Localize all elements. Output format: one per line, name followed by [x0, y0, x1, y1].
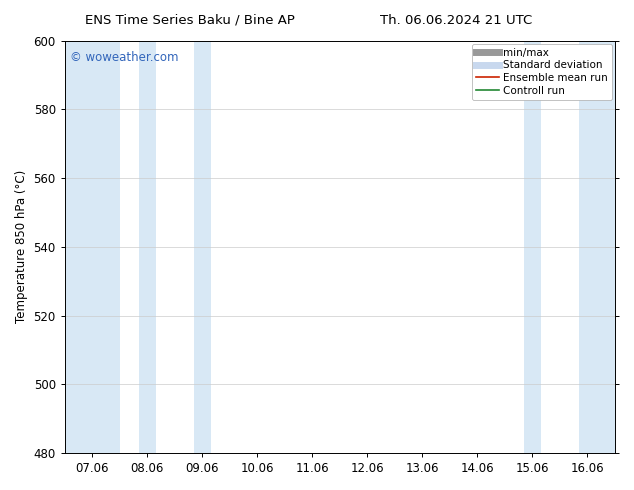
- Text: ENS Time Series Baku / Bine AP: ENS Time Series Baku / Bine AP: [85, 14, 295, 27]
- Bar: [579, 41, 615, 453]
- Text: © woweather.com: © woweather.com: [70, 51, 179, 64]
- Bar: [139, 41, 155, 453]
- Bar: [194, 41, 210, 453]
- Y-axis label: Temperature 850 hPa (°C): Temperature 850 hPa (°C): [15, 170, 28, 323]
- Legend: min/max, Standard deviation, Ensemble mean run, Controll run: min/max, Standard deviation, Ensemble me…: [472, 44, 612, 100]
- Bar: [65, 41, 120, 453]
- Text: Th. 06.06.2024 21 UTC: Th. 06.06.2024 21 UTC: [380, 14, 533, 27]
- Bar: [524, 41, 541, 453]
